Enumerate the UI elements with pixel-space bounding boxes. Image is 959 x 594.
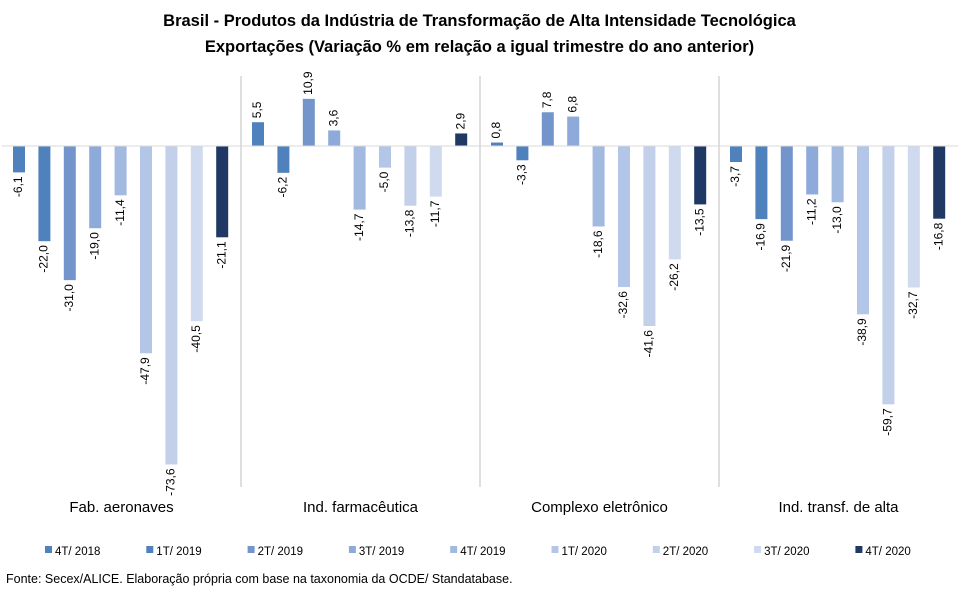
bar xyxy=(216,146,229,238)
legend-label: 4T/ 2020 xyxy=(865,546,910,558)
data-label: 10,9 xyxy=(301,71,315,95)
legend-swatch xyxy=(450,546,458,553)
category-label: Ind. transf. de alta xyxy=(778,499,899,516)
bar xyxy=(618,146,630,288)
legend-label: 1T/ 2019 xyxy=(156,546,201,558)
data-label: -13,0 xyxy=(830,206,844,234)
bar xyxy=(831,146,844,203)
data-label: -19,0 xyxy=(87,232,101,260)
chart-subtitle: Exportações (Variação % em relação a igu… xyxy=(204,38,755,56)
category-label: Complexo eletrônico xyxy=(531,499,668,516)
bar xyxy=(302,98,315,146)
data-label: -22,0 xyxy=(37,245,51,273)
data-label: -16,9 xyxy=(754,223,768,251)
bar xyxy=(429,146,442,197)
data-label: -3,3 xyxy=(515,164,529,185)
data-label: -13,5 xyxy=(692,208,706,236)
data-label: -18,6 xyxy=(591,230,605,258)
data-label: 2,9 xyxy=(453,112,467,129)
legend-swatch xyxy=(247,546,255,553)
category-label: Ind. farmacêutica xyxy=(303,499,419,516)
data-label: -6,2 xyxy=(276,177,290,198)
bar xyxy=(404,146,417,206)
data-label: -31,0 xyxy=(62,284,76,312)
bar xyxy=(806,146,819,195)
bar xyxy=(13,146,25,173)
legend-swatch xyxy=(551,546,559,553)
legend-label: 2T/ 2020 xyxy=(663,546,708,558)
bar xyxy=(140,146,152,354)
bar xyxy=(567,116,580,146)
data-label: 5,5 xyxy=(250,101,264,118)
bar xyxy=(780,146,793,241)
data-label: -11,2 xyxy=(804,198,818,225)
bar xyxy=(277,146,290,173)
data-label: -32,7 xyxy=(906,291,920,319)
legend-swatch xyxy=(855,546,863,553)
data-label: -3,7 xyxy=(728,166,742,187)
bar xyxy=(190,146,203,322)
bar xyxy=(907,146,920,288)
bar xyxy=(643,146,656,327)
bar xyxy=(882,146,895,405)
data-label: -11,4 xyxy=(113,199,127,226)
bar xyxy=(730,146,742,163)
legend-label: 4T/ 2019 xyxy=(460,546,505,558)
category-label: Fab. aeronaves xyxy=(69,499,173,516)
bar xyxy=(63,146,76,281)
data-label: -14,7 xyxy=(352,213,366,241)
bar xyxy=(165,146,178,465)
legend-label: 3T/ 2020 xyxy=(764,546,809,558)
data-label: 7,8 xyxy=(540,91,554,108)
data-label: -47,9 xyxy=(138,357,152,385)
bar xyxy=(857,146,869,315)
bar xyxy=(694,146,707,205)
data-label: 0,8 xyxy=(489,122,503,139)
bar xyxy=(379,146,391,168)
data-label: -5,0 xyxy=(377,171,391,192)
legend-swatch xyxy=(146,546,154,553)
data-label: -40,5 xyxy=(189,325,203,353)
bar xyxy=(491,142,503,146)
legend-swatch xyxy=(652,546,660,553)
bar xyxy=(38,146,51,242)
bar xyxy=(89,146,102,229)
source-note: Fonte: Secex/ALICE. Elaboração própria c… xyxy=(6,572,513,586)
data-label: -38,9 xyxy=(855,318,869,346)
bar xyxy=(933,146,946,219)
bar xyxy=(252,122,264,146)
data-label: 3,6 xyxy=(326,109,340,126)
data-label: -73,6 xyxy=(164,468,178,496)
legend-label: 1T/ 2020 xyxy=(562,546,607,558)
data-label: -13,8 xyxy=(403,209,417,237)
legend-swatch xyxy=(348,546,356,553)
legend-label: 4T/ 2018 xyxy=(55,546,100,558)
data-label: -32,6 xyxy=(616,291,630,319)
data-label: -16,8 xyxy=(931,222,945,250)
data-label: 6,8 xyxy=(565,96,579,113)
bar xyxy=(328,130,341,146)
data-label: -26,2 xyxy=(667,263,681,291)
bar xyxy=(114,146,127,196)
legend-swatch xyxy=(45,546,52,553)
data-label: -59,7 xyxy=(881,408,895,436)
data-label: -41,6 xyxy=(642,330,656,358)
legend-label: 3T/ 2019 xyxy=(359,546,404,558)
legend-swatch xyxy=(754,546,762,553)
data-label: -21,1 xyxy=(214,241,228,269)
bar xyxy=(592,146,605,227)
bar xyxy=(455,133,468,146)
data-label: -6,1 xyxy=(11,176,25,197)
chart-title: Brasil - Produtos da Indústria de Transf… xyxy=(163,12,796,30)
legend-label: 2T/ 2019 xyxy=(258,546,303,558)
data-label: -11,7 xyxy=(428,200,442,227)
bar xyxy=(668,146,681,260)
data-label: -21,9 xyxy=(779,244,793,272)
bar xyxy=(353,146,366,210)
bar xyxy=(541,112,554,146)
bar xyxy=(516,146,529,161)
bar xyxy=(755,146,768,220)
